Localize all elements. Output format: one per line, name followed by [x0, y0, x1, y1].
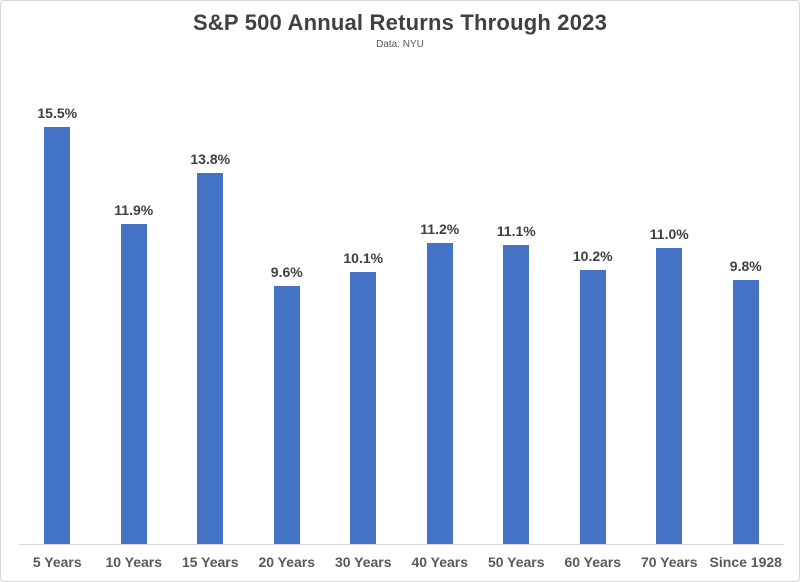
x-axis-label: 40 Years [411, 554, 469, 570]
bar [503, 245, 530, 544]
chart-subtitle: Data: NYU [376, 39, 424, 50]
bar-value-label: 9.6% [270, 264, 303, 280]
bar-value-label: 11.0% [649, 226, 689, 242]
bar [120, 224, 147, 544]
chart-title: S&P 500 Annual Returns Through 2023 [192, 10, 608, 35]
x-axis-labels: 5 Years 10 Years 15 Years 20 Years 30 Years 4… [19, 554, 784, 570]
bar [656, 248, 683, 544]
bar-value-label: 10.1% [343, 250, 384, 266]
bar [350, 272, 377, 544]
x-axis-label: 30 Years [334, 554, 392, 570]
x-axis-label: 50 Years [487, 554, 545, 570]
bar-column: 9.6% [249, 264, 326, 544]
x-axis-label: 15 Years [181, 554, 239, 570]
x-axis-label: 10 Years [105, 554, 163, 570]
bar-column: 13.8% [172, 151, 249, 544]
bar-column: 11.0% [631, 226, 708, 544]
bar-column: 11.2% [402, 221, 479, 544]
bar-value-label: 11.2% [420, 221, 460, 237]
bar [579, 270, 606, 544]
bar [197, 173, 224, 544]
bar-column: 10.1% [325, 250, 402, 544]
bar-value-label: 11.1% [496, 223, 536, 239]
bar-value-label: 13.8% [190, 151, 231, 167]
bar-column: 11.9% [96, 202, 173, 544]
bar [732, 280, 759, 544]
bar-column: 9.8% [708, 258, 785, 544]
bar [426, 243, 453, 544]
x-axis-label: 60 Years [564, 554, 622, 570]
x-axis-label: 5 Years [32, 554, 82, 570]
x-axis-label: 70 Years [640, 554, 698, 570]
bar-column: 15.5% [19, 105, 96, 544]
bar-value-label: 9.8% [729, 258, 762, 274]
bar [44, 127, 71, 544]
bar-value-label: 11.9% [114, 202, 154, 218]
bar [273, 286, 300, 544]
x-axis-label: Since 1928 [709, 554, 782, 570]
bar-column: 11.1% [478, 223, 555, 544]
plot-area: 15.5% 11.9% 13.8% 9.6% 10.1% 11.2% 11.1% 10.2% 1… [19, 61, 784, 545]
bar-value-label: 10.2% [572, 248, 613, 264]
bar-column: 10.2% [555, 248, 632, 544]
x-axis-label: 20 Years [258, 554, 316, 570]
bar-value-label: 15.5% [37, 105, 78, 121]
